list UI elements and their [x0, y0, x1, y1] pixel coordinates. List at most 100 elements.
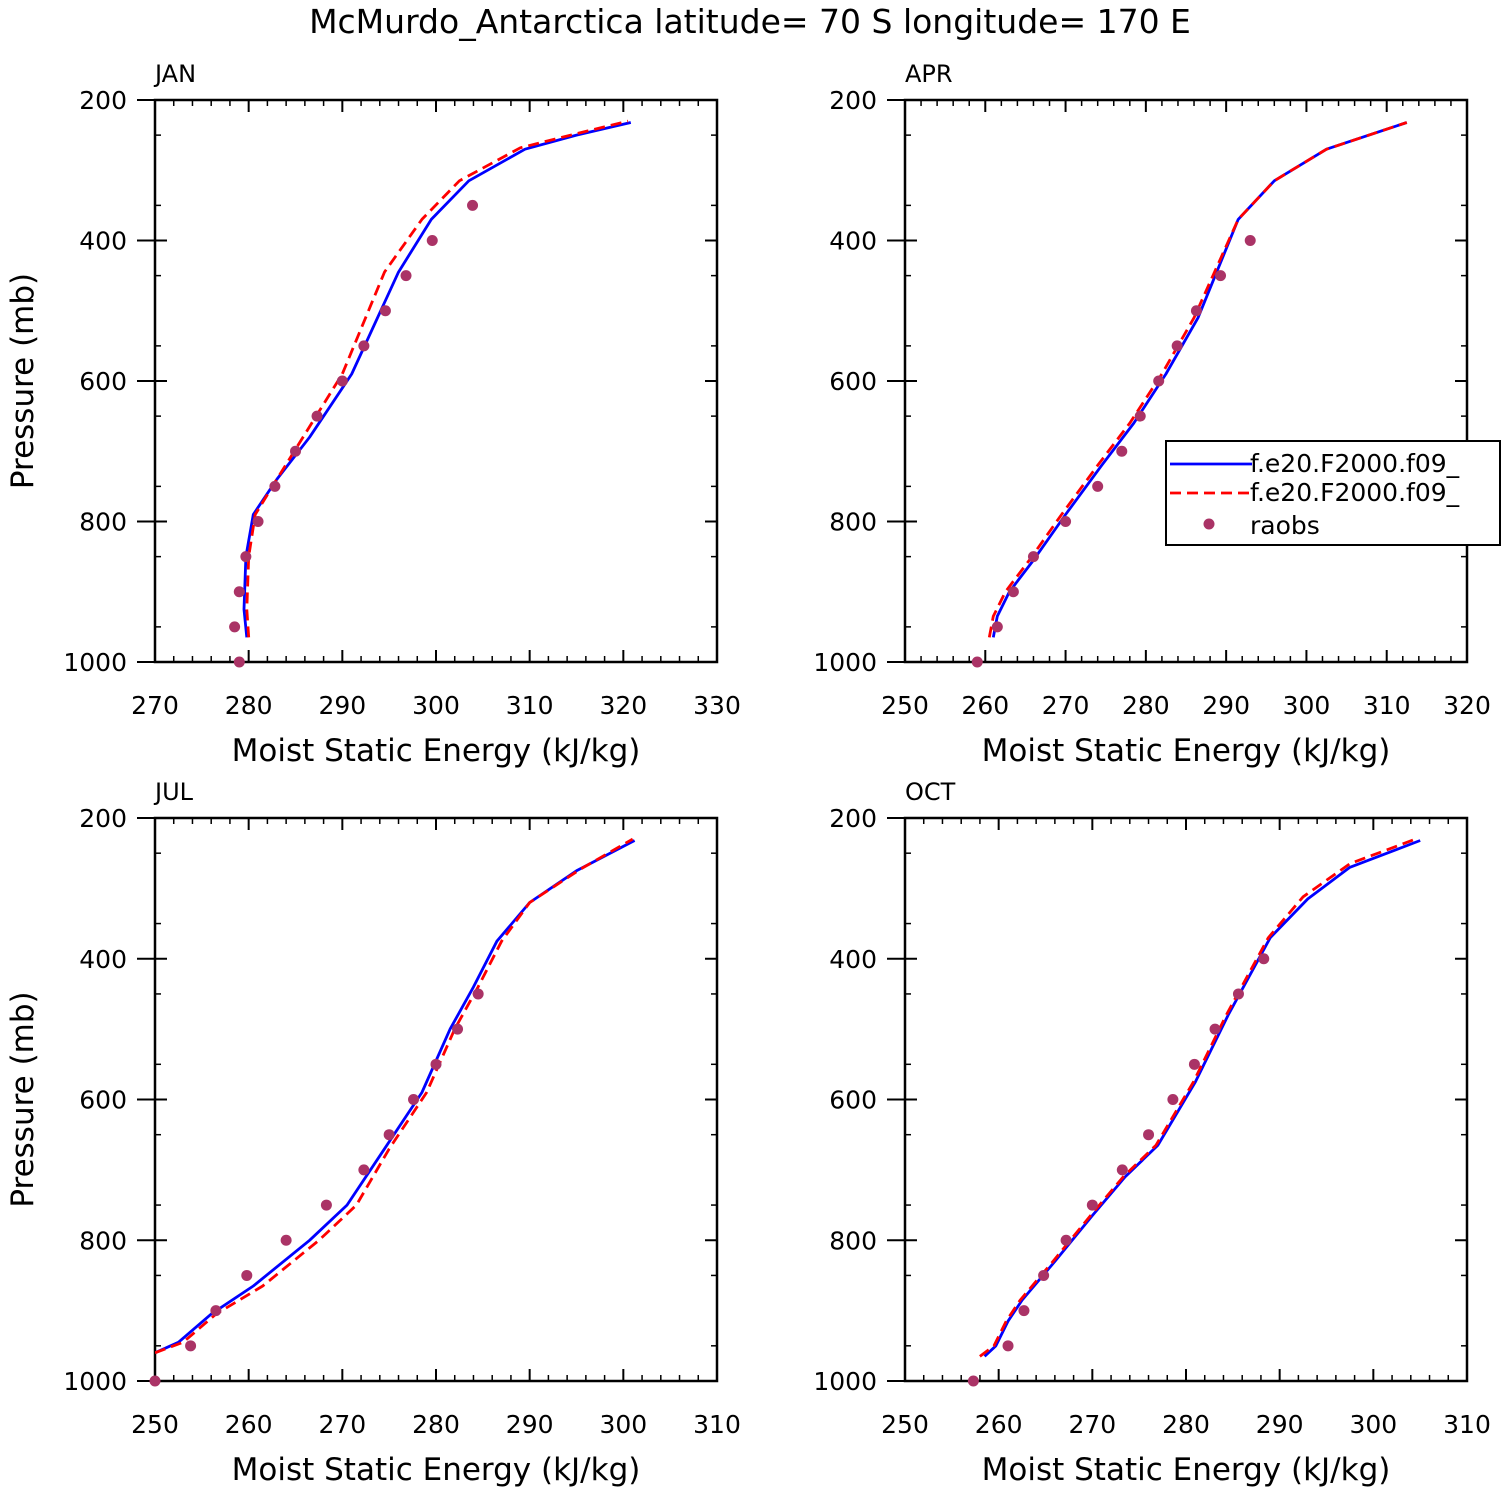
- y-tick-label: 400: [79, 227, 127, 256]
- plot-frame: [153, 98, 719, 664]
- raobs-point: [1215, 270, 1227, 282]
- legend-label: raobs: [1250, 511, 1320, 540]
- raobs-point: [1153, 375, 1165, 387]
- x-tick-label: 280: [1122, 691, 1170, 720]
- y-tick-label: 800: [79, 508, 127, 537]
- y-tick-label: 800: [829, 508, 877, 537]
- panel-label: JAN: [153, 60, 196, 88]
- x-tick-label: 280: [225, 691, 273, 720]
- panel-jan: JAN 270 280 290 300 310 320 330 200 400 600 800 1000…: [5, 60, 741, 769]
- x-tick-label: 260: [975, 1410, 1023, 1439]
- raobs-point: [1060, 1234, 1072, 1246]
- figure-title: McMurdo_Antarctica latitude= 70 S longit…: [309, 2, 1191, 41]
- raobs-point: [233, 586, 245, 598]
- raobs-point: [1188, 1058, 1200, 1070]
- series-group: [987, 121, 1408, 638]
- y-tick-label: 400: [829, 945, 877, 974]
- legend-label: f.e20.F2000.f09_: [1250, 478, 1460, 507]
- series-group: [155, 837, 636, 1355]
- raobs-point: [967, 1375, 979, 1387]
- x-tick-label: 310: [1363, 691, 1411, 720]
- x-tick-label: 300: [1283, 691, 1331, 720]
- raobs-point: [280, 1234, 292, 1246]
- raobs-point: [408, 1094, 420, 1105]
- panel-label: OCT: [905, 778, 956, 806]
- raobs-point: [320, 1199, 332, 1211]
- model-line-solid: [983, 839, 1421, 1358]
- raobs-point: [1002, 1340, 1014, 1352]
- panel-label: JUL: [153, 778, 194, 806]
- x-tick-label: 290: [1202, 691, 1250, 720]
- raobs-point: [358, 1164, 370, 1176]
- raobs-point: [233, 656, 245, 668]
- raobs-point: [229, 621, 241, 633]
- raobs-point: [149, 1375, 161, 1387]
- raobs-point: [426, 235, 438, 246]
- y-tick-label: 400: [829, 227, 877, 256]
- x-tick-label: 300: [412, 691, 460, 720]
- x-tick-label: 250: [881, 691, 929, 720]
- legend-swatch-marker: [1203, 518, 1215, 530]
- raobs-point: [379, 305, 391, 317]
- panels: JAN 270 280 290 300 310 320 330 200 400 600 800 1000…: [5, 60, 1501, 1488]
- raobs-point: [1258, 953, 1270, 965]
- raobs-point: [991, 621, 1003, 633]
- raobs-point: [383, 1129, 395, 1141]
- raobs-point: [400, 270, 412, 282]
- raobs-point: [1086, 1199, 1098, 1211]
- y-tick-label: 200: [79, 804, 127, 833]
- raobs-point: [290, 445, 301, 457]
- x-tick-label: 250: [881, 1410, 929, 1439]
- raobs-point: [467, 199, 479, 211]
- raobs-point: [1143, 1129, 1155, 1141]
- model-line-solid: [155, 839, 636, 1355]
- raobs-point: [1244, 235, 1256, 246]
- raobs-point: [240, 551, 252, 563]
- y-tick-label: 200: [829, 86, 877, 115]
- x-tick-label: 260: [961, 691, 1009, 720]
- raobs-point: [1092, 480, 1104, 492]
- x-tick-label: 310: [1443, 1410, 1491, 1439]
- x-tick-label: 270: [1042, 691, 1090, 720]
- raobs-point: [1167, 1094, 1179, 1105]
- raobs-point: [1134, 410, 1146, 422]
- y-tick-label: 800: [829, 1226, 877, 1255]
- x-tick-label: 270: [131, 691, 179, 720]
- raobs-point: [1190, 305, 1202, 317]
- raobs-point: [452, 1023, 464, 1035]
- x-tick-label: 290: [506, 1410, 554, 1439]
- y-tick-label: 200: [79, 86, 127, 115]
- y-tick-label: 1000: [63, 648, 127, 677]
- y-tick-label: 600: [829, 1086, 877, 1115]
- y-axis-label: Pressure (mb): [5, 273, 41, 489]
- y-tick-label: 1000: [63, 1367, 127, 1396]
- raobs-point: [1007, 586, 1019, 598]
- x-tick-label: 290: [318, 691, 366, 720]
- x-axis-label: Moist Static Energy (kJ/kg): [982, 1452, 1391, 1488]
- y-tick-label: 400: [79, 945, 127, 974]
- x-axis-label: Moist Static Energy (kJ/kg): [982, 733, 1391, 769]
- plot-frame: [903, 98, 1469, 664]
- panel-label: APR: [905, 60, 953, 88]
- series-group: [979, 837, 1421, 1358]
- raobs-point: [1018, 1305, 1030, 1317]
- raobs-point: [1232, 988, 1244, 1000]
- raobs-point: [252, 516, 264, 527]
- model-line-dashed: [987, 121, 1408, 638]
- y-tick-label: 600: [79, 367, 127, 396]
- x-tick-label: 310: [693, 1410, 741, 1439]
- x-tick-label: 270: [318, 1410, 366, 1439]
- y-tick-label: 800: [79, 1226, 127, 1255]
- raobs-point: [1116, 1164, 1128, 1176]
- y-tick-label: 600: [79, 1086, 127, 1115]
- x-tick-label: 300: [1349, 1410, 1397, 1439]
- raobs-point: [185, 1340, 197, 1352]
- raobs-point: [210, 1305, 222, 1317]
- x-tick-label: 280: [1162, 1410, 1210, 1439]
- raobs-point: [336, 375, 348, 387]
- raobs-point: [1209, 1023, 1221, 1035]
- x-tick-label: 320: [599, 691, 647, 720]
- model-line-solid: [242, 121, 632, 638]
- raobs-point: [1171, 340, 1183, 352]
